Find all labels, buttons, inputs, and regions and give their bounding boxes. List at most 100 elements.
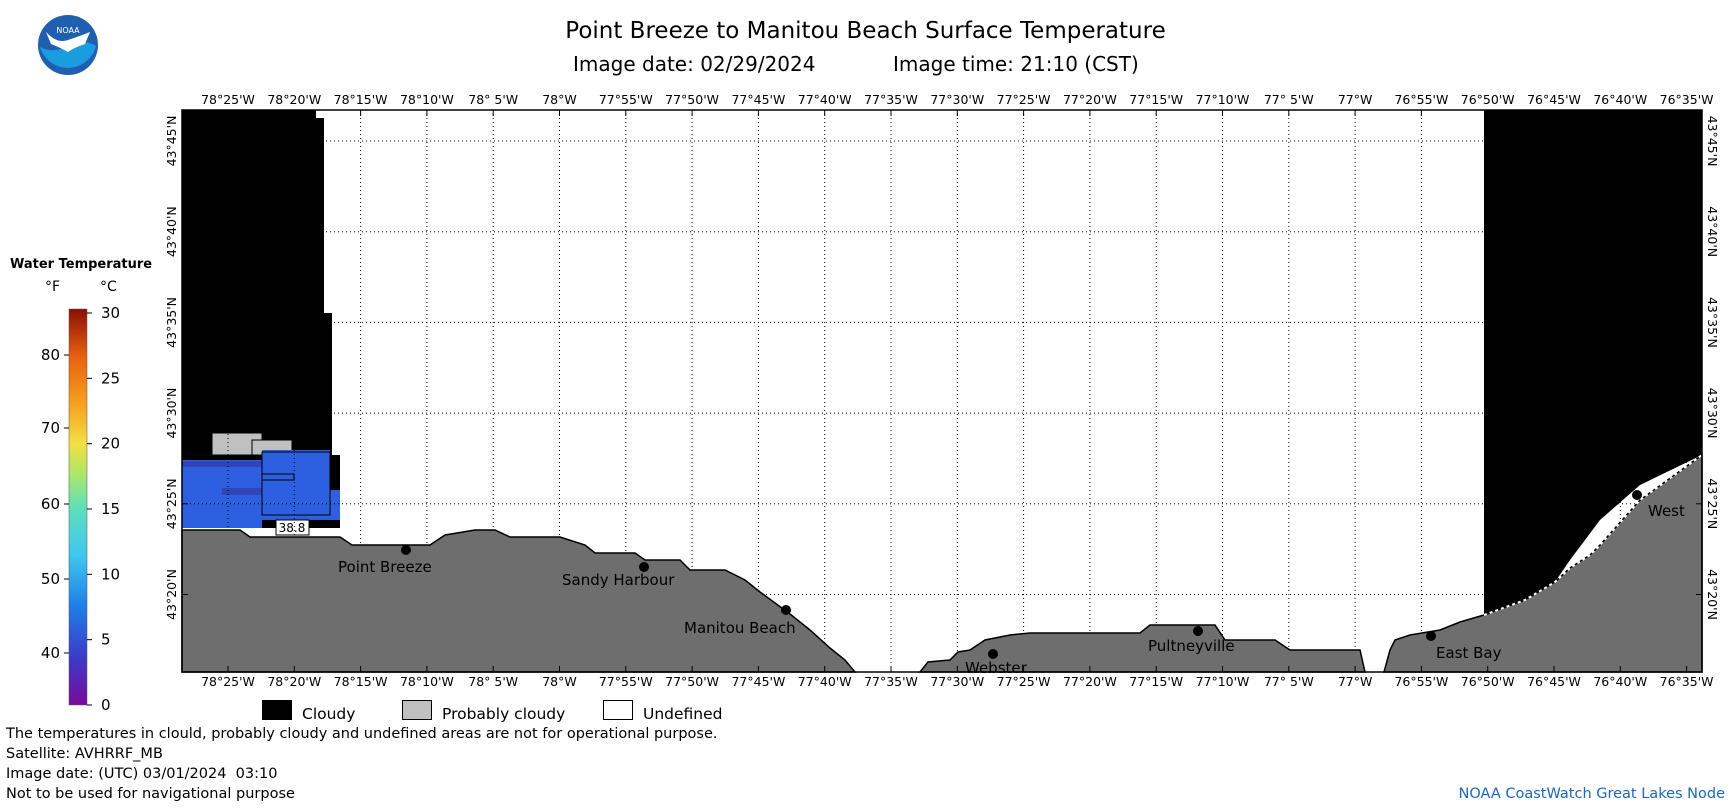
longitude-label-top: 76°45'W xyxy=(1527,92,1581,107)
place-label-manitou-beach: Manitou Beach xyxy=(684,619,796,637)
longitude-label-bottom: 76°50'W xyxy=(1461,674,1515,689)
longitude-label-bottom: 77°20'W xyxy=(1063,674,1117,689)
longitude-label-top: 77° 5'W xyxy=(1264,92,1314,107)
longitude-label-top: 76°40'W xyxy=(1593,92,1647,107)
longitude-label-top: 77°30'W xyxy=(930,92,984,107)
legend-swatch-cloudy xyxy=(262,700,292,720)
place-label-point-breeze: Point Breeze xyxy=(338,558,432,576)
temperature-value-label: 38.8 xyxy=(279,521,306,535)
colorbar-label-f: 70 xyxy=(41,419,60,437)
legend-label-undefined: Undefined xyxy=(643,705,723,723)
colorbar-label-c: 30 xyxy=(101,304,120,322)
longitude-label-bottom: 77°25'W xyxy=(997,674,1051,689)
place-marker-pultneyville xyxy=(1193,626,1203,636)
colorbar xyxy=(68,308,88,706)
longitude-labels-bottom: 78°25'W 78°20'W 78°15'W 78°10'W 78° 5'W 78°W 7… xyxy=(201,674,1713,689)
place-markers xyxy=(401,490,1642,659)
longitude-label-top: 77°W xyxy=(1338,92,1373,107)
image-time-label: Image time: 21:10 (CST) xyxy=(893,52,1139,76)
latitude-label-left: 43°30'N xyxy=(164,388,179,439)
colorbar-label-c: 20 xyxy=(101,435,120,453)
navigation-warning-text: Not to be used for navigational purpose xyxy=(6,786,295,802)
axis-ticks xyxy=(182,110,1702,672)
longitude-label-top: 77°20'W xyxy=(1063,92,1117,107)
latitude-label-left: 43°40'N xyxy=(164,206,179,257)
longitude-label-bottom: 77°35'W xyxy=(864,674,918,689)
latitude-label-right: 43°25'N xyxy=(1705,478,1720,529)
longitude-label-top: 77°50'W xyxy=(665,92,719,107)
longitude-label-top: 78°20'W xyxy=(267,92,321,107)
credit-text: NOAA CoastWatch Great Lakes Node xyxy=(1458,786,1725,802)
longitude-label-top: 78°25'W xyxy=(201,92,255,107)
place-label-west: West xyxy=(1648,502,1685,520)
colorbar-f-header: °F xyxy=(45,279,61,295)
place-label-sandy-harbour: Sandy Harbour xyxy=(562,571,675,589)
cloud-region-right xyxy=(1484,110,1702,615)
latitude-labels-left: 43°45'N 43°40'N 43°35'N 43°30'N 43°25'N 43°20… xyxy=(164,116,179,620)
longitude-label-bottom: 76°55'W xyxy=(1394,674,1448,689)
longitude-label-bottom: 77°45'W xyxy=(731,674,785,689)
colorbar-label-c: 15 xyxy=(101,500,120,518)
longitude-label-top: 76°35'W xyxy=(1660,92,1714,107)
longitude-label-top: 77°15'W xyxy=(1129,92,1183,107)
longitude-label-top: 77°35'W xyxy=(864,92,918,107)
colorbar-label-c: 0 xyxy=(101,696,111,714)
longitude-label-top: 78°W xyxy=(542,92,577,107)
place-marker-manitou-beach xyxy=(781,605,791,615)
legend-swatch-undefined xyxy=(603,700,633,720)
disclaimer-text: The temperatures in clould, probably clo… xyxy=(6,726,718,742)
longitude-label-bottom: 78°25'W xyxy=(201,674,255,689)
cloud-region-left xyxy=(182,110,340,528)
place-label-east-bay: East Bay xyxy=(1436,644,1502,662)
grid-lines xyxy=(182,110,1702,672)
longitude-label-top: 78°10'W xyxy=(400,92,454,107)
colorbar-label-f: 80 xyxy=(41,346,60,364)
colorbar-label-c: 25 xyxy=(101,369,120,387)
longitude-label-bottom: 76°45'W xyxy=(1527,674,1581,689)
longitude-label-bottom: 78°20'W xyxy=(267,674,321,689)
colorbar-label-c: 10 xyxy=(101,565,120,583)
longitude-label-top: 77°25'W xyxy=(997,92,1051,107)
map-title: Point Breeze to Manitou Beach Surface Te… xyxy=(565,18,1166,44)
colorbar-c-header: °C xyxy=(100,279,117,295)
place-marker-point-breeze xyxy=(401,545,411,555)
noaa-logo-icon: NOAA xyxy=(37,14,99,76)
place-marker-east-bay xyxy=(1426,631,1436,641)
longitude-label-bottom: 77°50'W xyxy=(665,674,719,689)
latitude-label-right: 43°30'N xyxy=(1705,388,1720,439)
longitude-label-top: 77°55'W xyxy=(599,92,653,107)
longitude-label-top: 76°55'W xyxy=(1394,92,1448,107)
longitude-label-top: 77°45'W xyxy=(731,92,785,107)
longitude-label-bottom: 78°W xyxy=(542,674,577,689)
satellite-text: Satellite: AVHRRF_MB xyxy=(6,746,163,762)
latitude-label-left: 43°45'N xyxy=(164,116,179,167)
longitude-label-bottom: 77°55'W xyxy=(599,674,653,689)
colorbar-label-f: 50 xyxy=(41,570,60,588)
place-marker-webster xyxy=(988,649,998,659)
logo-text: NOAA xyxy=(56,26,80,35)
longitude-label-bottom: 78°15'W xyxy=(334,674,388,689)
longitude-label-bottom: 77°30'W xyxy=(930,674,984,689)
longitude-label-bottom: 77°40'W xyxy=(798,674,852,689)
colorbar-title: Water Temperature xyxy=(10,257,153,272)
legend-label-probably-cloudy: Probably cloudy xyxy=(442,705,566,723)
longitude-label-bottom: 78°10'W xyxy=(400,674,454,689)
latitude-label-right: 43°45'N xyxy=(1705,116,1720,167)
colorbar-label-f: 60 xyxy=(41,495,60,513)
latitude-label-right: 43°35'N xyxy=(1705,297,1720,348)
land-region xyxy=(181,529,857,673)
longitude-label-bottom: 77°10'W xyxy=(1196,674,1250,689)
longitude-label-top: 78°15'W xyxy=(334,92,388,107)
longitude-labels-top: 78°25'W 78°20'W 78°15'W 78°10'W 78° 5'W 78°W 7… xyxy=(201,92,1713,107)
legend-label-cloudy: Cloudy xyxy=(302,705,356,723)
longitude-label-top: 78° 5'W xyxy=(468,92,518,107)
longitude-label-bottom: 76°40'W xyxy=(1593,674,1647,689)
colorbar-label-f: 40 xyxy=(41,644,60,662)
image-date-label: Image date: 02/29/2024 xyxy=(573,52,816,76)
longitude-label-bottom: 77°W xyxy=(1338,674,1373,689)
latitude-label-right: 43°20'N xyxy=(1705,569,1720,620)
latitude-label-left: 43°25'N xyxy=(164,478,179,529)
longitude-label-bottom: 77° 5'W xyxy=(1264,674,1314,689)
